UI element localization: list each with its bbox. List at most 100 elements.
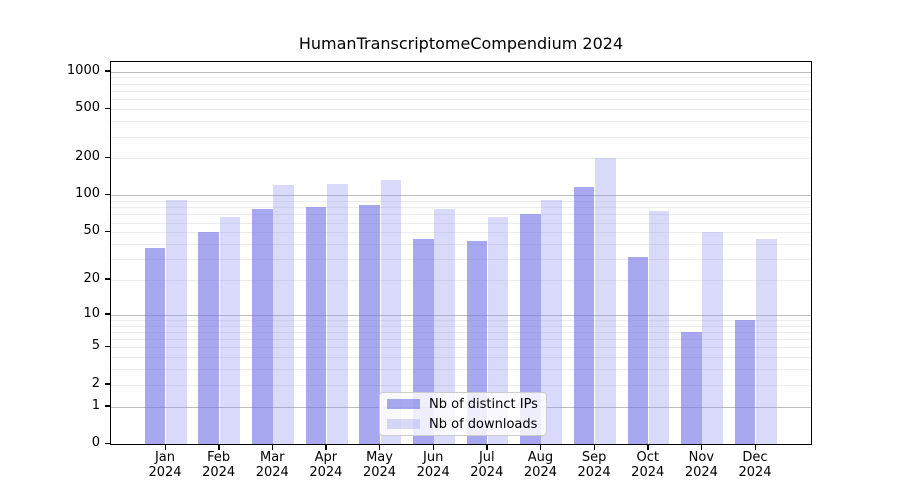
gridline-minor: [111, 347, 811, 349]
x-tick: [593, 445, 595, 450]
y-tick: [105, 405, 110, 407]
y-tick-label: 5: [91, 338, 100, 354]
y-tick: [105, 313, 110, 315]
gridline-minor: [111, 232, 811, 234]
gridline-minor: [111, 91, 811, 92]
x-label-month: Sep: [581, 450, 607, 465]
x-label-month: Jan: [154, 450, 176, 465]
bar-feb-2024-downloads: [219, 217, 241, 444]
y-tick-label: 0: [91, 435, 100, 450]
bar-jan-2024-downloads: [166, 199, 187, 444]
x-tick-label: Dec 2024: [723, 450, 787, 480]
x-tick: [379, 445, 381, 450]
gridline-minor: [111, 259, 811, 260]
y-tick-label: 50: [83, 223, 100, 239]
y-tick-label: 1: [91, 397, 100, 413]
bar-aug-2024-downloads: [541, 199, 563, 444]
gridline-minor: [111, 319, 811, 321]
gridline-minor: [111, 121, 811, 123]
bar-feb-2024-ips: [198, 232, 220, 444]
bar-jan-2024-ips: [144, 248, 166, 444]
legend-swatch-downloads: [387, 419, 420, 429]
x-tick: [539, 445, 542, 450]
y-tick-label: 500: [75, 100, 100, 116]
x-label-year: 2024: [362, 465, 397, 480]
x-tick: [271, 445, 274, 450]
bar-apr-2024-downloads: [326, 184, 348, 444]
gridline-minor: [111, 339, 811, 341]
legend-label-distinct-ips: Nb of distinct IPs: [429, 396, 538, 412]
bar-nov-2024-downloads: [702, 232, 723, 444]
x-tick: [486, 445, 488, 450]
x-label-year: 2024: [202, 465, 236, 480]
x-tick-label: Apr 2024: [294, 450, 358, 480]
x-tick: [700, 445, 703, 450]
y-tick-label: 100: [75, 186, 100, 202]
bar-sep-2024-downloads: [595, 157, 616, 444]
y-tick: [105, 442, 110, 444]
bar-may-2024-ips: [359, 205, 380, 444]
x-tick-label: Jul 2024: [455, 450, 519, 480]
bar-oct-2024-ips: [627, 257, 649, 444]
chart-title: HumanTranscriptomeCompendium 2024: [298, 34, 624, 53]
x-tick: [164, 445, 166, 450]
x-label-month: Nov: [688, 450, 715, 465]
gridline-minor: [111, 83, 811, 85]
plot-area: Nb of distinct IPs Nb of downloads: [110, 61, 812, 445]
bar-sep-2024-ips: [573, 186, 595, 444]
gridline-minor: [111, 200, 811, 202]
legend: Nb of distinct IPs Nb of downloads: [379, 392, 547, 436]
y-tick: [105, 345, 110, 348]
legend-label-downloads: Nb of downloads: [429, 416, 538, 432]
y-tick-label: 200: [75, 149, 100, 165]
y-tick: [105, 278, 110, 280]
x-label-month: Jun: [423, 450, 444, 465]
y-tick-label: 1000: [66, 62, 100, 78]
x-label-month: Feb: [207, 450, 231, 465]
x-tick: [218, 445, 220, 450]
gridline-minor: [111, 99, 811, 101]
x-tick: [754, 445, 756, 450]
x-tick-label: May 2024: [348, 450, 412, 480]
bar-jun-2024-downloads: [434, 209, 455, 444]
y-tick: [105, 70, 110, 72]
x-tick-label: Jan 2024: [133, 450, 197, 480]
y-tick: [105, 193, 110, 196]
gridline-minor: [111, 325, 811, 327]
x-label-year: 2024: [684, 465, 718, 480]
y-tick: [105, 107, 110, 109]
bar-dec-2024-ips: [734, 319, 756, 444]
x-label-year: 2024: [577, 465, 611, 480]
x-tick: [325, 445, 327, 450]
x-label-year: 2024: [148, 465, 182, 480]
bar-mar-2024-downloads: [273, 185, 294, 444]
x-tick-label: Mar 2024: [240, 450, 304, 480]
x-tick-label: Aug 2024: [508, 450, 572, 480]
x-label-year: 2024: [738, 465, 772, 480]
gridline-major: [111, 195, 811, 197]
gridline-minor: [111, 214, 811, 216]
bar-apr-2024-ips: [305, 206, 327, 444]
x-tick: [647, 445, 649, 450]
y-tick: [105, 156, 110, 159]
x-label-month: Mar: [260, 450, 285, 465]
y-tick-label: 10: [83, 305, 100, 321]
gridline-minor: [111, 222, 811, 224]
x-label-month: Oct: [636, 450, 659, 465]
gridline-minor: [111, 136, 811, 138]
bar-aug-2024-ips: [520, 214, 541, 444]
gridline-minor: [111, 331, 811, 333]
x-label-year: 2024: [523, 465, 557, 480]
x-label-year: 2024: [309, 465, 343, 480]
gridline-minor: [111, 158, 811, 160]
gridline-minor: [111, 77, 811, 79]
y-tick: [105, 383, 110, 385]
x-label-month: Jul: [478, 450, 495, 465]
y-tick-label: 20: [83, 270, 100, 286]
x-label-month: May: [366, 450, 393, 465]
bar-dec-2024-downloads: [756, 238, 777, 444]
x-tick-label: Nov 2024: [669, 450, 733, 480]
x-label-month: Apr: [314, 450, 338, 465]
x-label-year: 2024: [631, 465, 665, 480]
